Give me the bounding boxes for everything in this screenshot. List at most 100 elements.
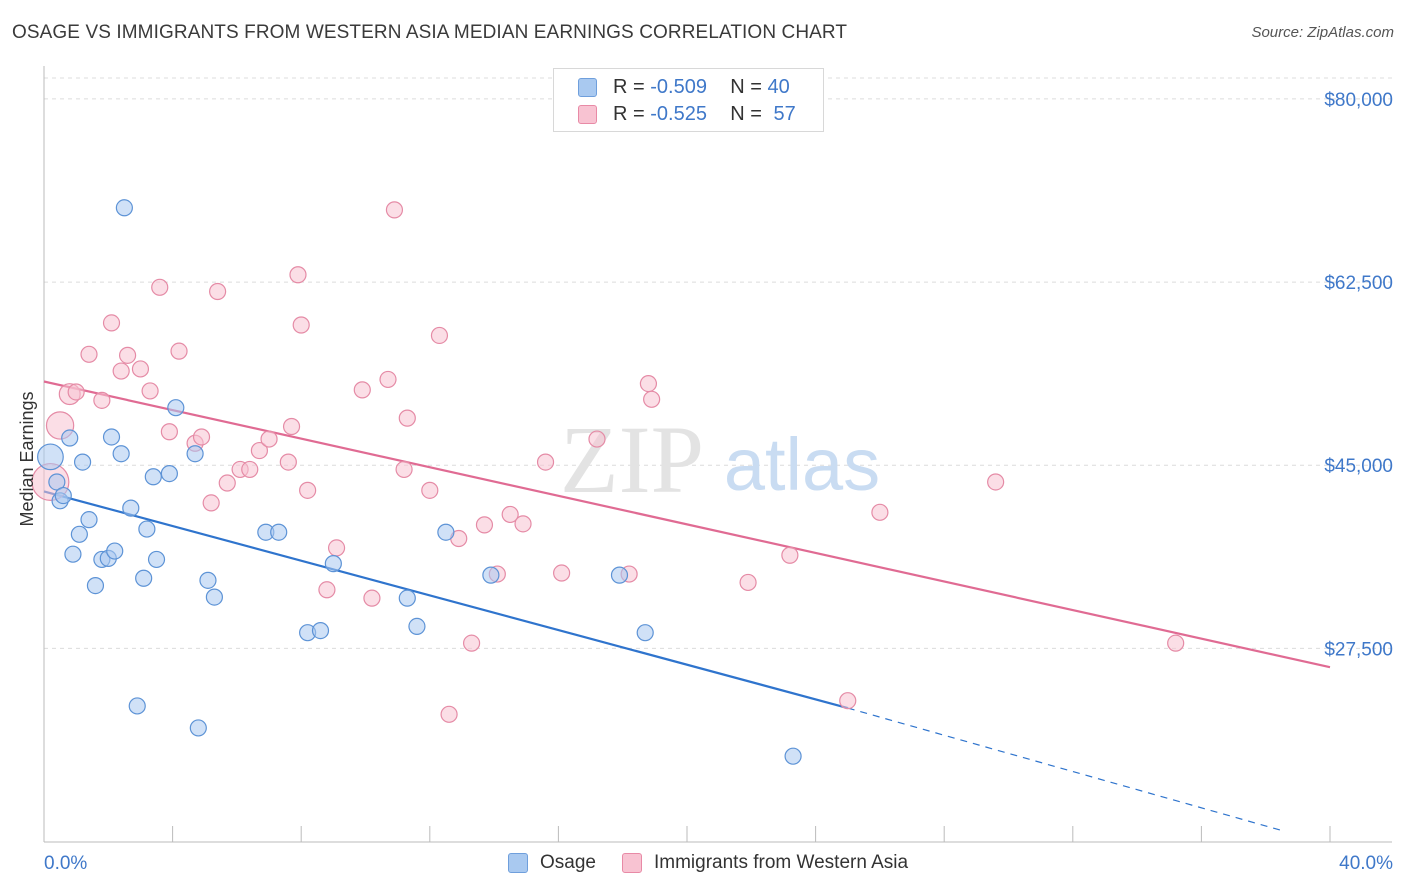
data-point-immigrants — [292, 316, 310, 334]
data-point-immigrants — [141, 382, 159, 400]
data-point-immigrants — [80, 345, 98, 363]
data-point-immigrants — [241, 460, 259, 479]
n-value: 40 — [767, 75, 790, 98]
data-point-immigrants — [398, 409, 416, 427]
trend-extension-0 — [847, 707, 1282, 832]
data-point-immigrants — [739, 573, 757, 592]
data-point-osage — [270, 523, 288, 541]
data-point-osage — [112, 445, 130, 463]
data-point-osage — [54, 486, 72, 505]
legend-label-osage: Osage — [540, 852, 596, 873]
data-point-osage — [167, 399, 185, 417]
data-point-immigrants — [588, 430, 606, 448]
data-point-osage — [398, 589, 416, 607]
data-point-immigrants — [421, 481, 439, 499]
data-point-osage — [138, 520, 156, 538]
data-point-immigrants — [1167, 634, 1185, 652]
n-label: N = — [730, 75, 762, 98]
data-point-immigrants — [871, 503, 889, 521]
data-point-osage — [205, 588, 223, 606]
chart-title: OSAGE VS IMMIGRANTS FROM WESTERN ASIA ME… — [12, 22, 848, 43]
n-value: 57 — [773, 102, 796, 125]
data-point-osage — [160, 465, 178, 483]
data-point-immigrants — [379, 370, 397, 389]
data-point-osage — [408, 617, 426, 636]
data-point-osage — [64, 545, 82, 563]
x-tick-label: 40.0% — [1339, 853, 1393, 874]
data-point-osage — [80, 511, 98, 529]
data-point-osage — [324, 555, 342, 573]
legend-row-immigrants: R = -0.525 N = 57 — [578, 101, 796, 127]
data-point-immigrants — [781, 546, 799, 564]
data-point-osage — [311, 621, 330, 640]
data-point-immigrants — [192, 428, 211, 446]
data-point-osage — [122, 499, 140, 517]
y-tick-label: $80,000 — [1324, 90, 1393, 111]
data-point-immigrants — [395, 460, 413, 479]
data-point-immigrants — [318, 581, 336, 599]
data-point-immigrants — [170, 342, 188, 360]
tick-labels: $80,000 $62,500 $45,000 $27,500 0.0% 40.0% — [44, 90, 1393, 874]
source-credit: Source: ZipAtlas.com — [1251, 24, 1394, 41]
data-point-immigrants — [639, 375, 658, 393]
data-point-immigrants — [643, 390, 661, 408]
x-tick-label: 0.0% — [44, 853, 87, 874]
r-label: R = — [613, 102, 645, 125]
data-point-immigrants — [327, 539, 346, 557]
data-point-immigrants — [440, 705, 458, 723]
data-point-immigrants — [151, 278, 169, 296]
data-point-immigrants — [93, 391, 111, 409]
axes — [43, 66, 1392, 843]
data-point-osage — [199, 571, 217, 589]
data-point-osage — [61, 429, 79, 447]
data-point-immigrants — [839, 692, 857, 710]
data-point-immigrants — [299, 481, 317, 499]
data-point-osage — [147, 550, 166, 569]
r-value: -0.509 — [650, 75, 707, 98]
data-point-osage — [37, 443, 64, 471]
data-point-osage — [610, 566, 629, 584]
data-point-immigrants — [475, 516, 494, 534]
data-point-immigrants — [260, 430, 278, 448]
r-value: -0.525 — [650, 102, 707, 125]
data-points — [31, 199, 1185, 765]
data-point-osage — [189, 719, 207, 737]
legend-item-osage: Osage — [508, 852, 596, 874]
data-point-immigrants — [67, 383, 85, 401]
data-point-osage — [135, 569, 153, 587]
data-point-osage — [106, 542, 124, 560]
data-point-immigrants — [279, 453, 297, 471]
data-point-immigrants — [363, 589, 381, 607]
data-point-immigrants — [353, 381, 371, 399]
data-point-immigrants — [462, 634, 481, 652]
correlation-legend: R = -0.509 N = 40 R = -0.525 N = 57 — [553, 68, 824, 132]
data-point-osage — [70, 525, 88, 543]
legend-row-osage: R = -0.509 N = 40 — [578, 74, 790, 100]
data-point-immigrants — [282, 417, 301, 436]
data-point-immigrants — [102, 314, 121, 332]
data-point-osage — [482, 566, 500, 584]
watermark-zip: ZIP — [560, 406, 704, 513]
trend-line-0 — [43, 490, 849, 710]
watermark-atlas: atlas — [724, 423, 880, 506]
data-point-immigrants — [112, 362, 130, 380]
data-point-immigrants — [209, 282, 227, 301]
data-point-immigrants — [289, 266, 307, 284]
data-point-immigrants — [536, 453, 555, 471]
data-point-osage — [636, 624, 654, 642]
series-legend: Osage Immigrants from Western Asia — [508, 852, 934, 874]
legend-swatch-osage — [508, 853, 528, 873]
trend-lines — [43, 380, 1331, 832]
data-point-osage — [784, 747, 802, 765]
legend-label-immigrants: Immigrants from Western Asia — [653, 852, 909, 873]
gridlines — [44, 77, 1392, 649]
trend-line-1 — [43, 380, 1331, 669]
data-point-immigrants — [553, 564, 571, 582]
data-point-osage — [115, 199, 133, 217]
data-point-immigrants — [160, 423, 178, 441]
legend-swatch-immigrants — [621, 853, 642, 873]
legend-swatch-osage — [578, 77, 597, 97]
y-tick-label: $62,500 — [1324, 273, 1393, 294]
legend-swatch-immigrants — [578, 104, 597, 124]
